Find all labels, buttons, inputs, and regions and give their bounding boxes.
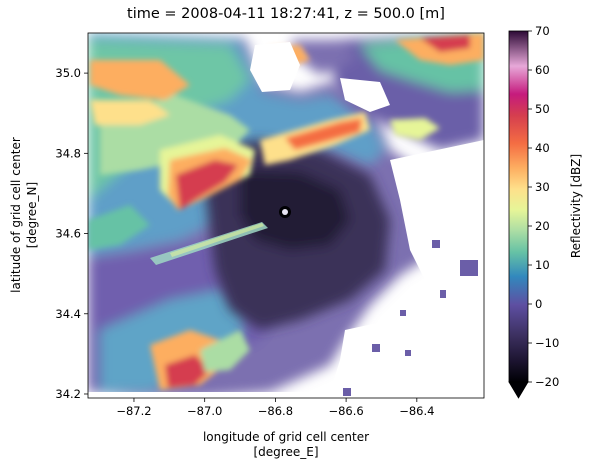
x-axis-label-line-1: longitude of grid cell center <box>203 430 369 444</box>
colorbar-extend-min <box>508 381 529 399</box>
colorbar-label: Reflectivity [dBZ] <box>569 154 583 258</box>
y-tick-label: 34.6 <box>55 227 81 241</box>
colorbar-ticks: −20 −10 0 10 20 30 40 50 60 70 <box>528 24 559 389</box>
colorbar-tick-label: 60 <box>535 63 550 77</box>
x-tick-label: −86.4 <box>399 404 434 418</box>
reflectivity-field <box>88 33 484 398</box>
x-tick-label: −87.0 <box>187 404 222 418</box>
colorbar-tick-label: 70 <box>535 24 550 38</box>
colorbar-tick-label: 20 <box>535 219 550 233</box>
plot-frame <box>87 32 485 399</box>
y-tick-label: 34.8 <box>55 146 81 160</box>
colorbar: −20 −10 0 10 20 30 40 50 60 70 Reflectivity [dBZ] <box>508 24 583 399</box>
chart-title: time = 2008-04-11 18:27:41, z = 500.0 [m… <box>127 6 445 22</box>
y-axis-label-line-1: latitude of grid cell center <box>9 137 23 293</box>
x-axis: −87.2 −87.0 −86.8 −86.6 −86.4 <box>116 398 434 418</box>
x-tick-label: −86.8 <box>258 404 293 418</box>
colorbar-tick-label: −10 <box>535 336 559 350</box>
x-tick-label: −87.2 <box>116 404 151 418</box>
colorbar-gradient <box>508 30 529 383</box>
y-tick-label: 35.0 <box>55 66 81 80</box>
y-tick-label: 34.2 <box>55 387 81 401</box>
colorbar-tick-label: −20 <box>535 375 559 389</box>
colorbar-tick-label: 0 <box>535 297 542 311</box>
colorbar-tick-label: 30 <box>535 180 550 194</box>
y-tick-label: 34.4 <box>55 307 81 321</box>
y-axis: 34.2 34.4 34.6 34.8 35.0 <box>55 66 88 401</box>
y-axis-label-line-2: [degree_N] <box>25 182 39 248</box>
colorbar-tick-label: 10 <box>535 258 550 272</box>
x-axis-label-line-2: [degree_E] <box>254 445 319 459</box>
colorbar-tick-label: 40 <box>535 141 550 155</box>
x-tick-label: −86.6 <box>328 404 363 418</box>
colorbar-tick-label: 50 <box>535 102 550 116</box>
